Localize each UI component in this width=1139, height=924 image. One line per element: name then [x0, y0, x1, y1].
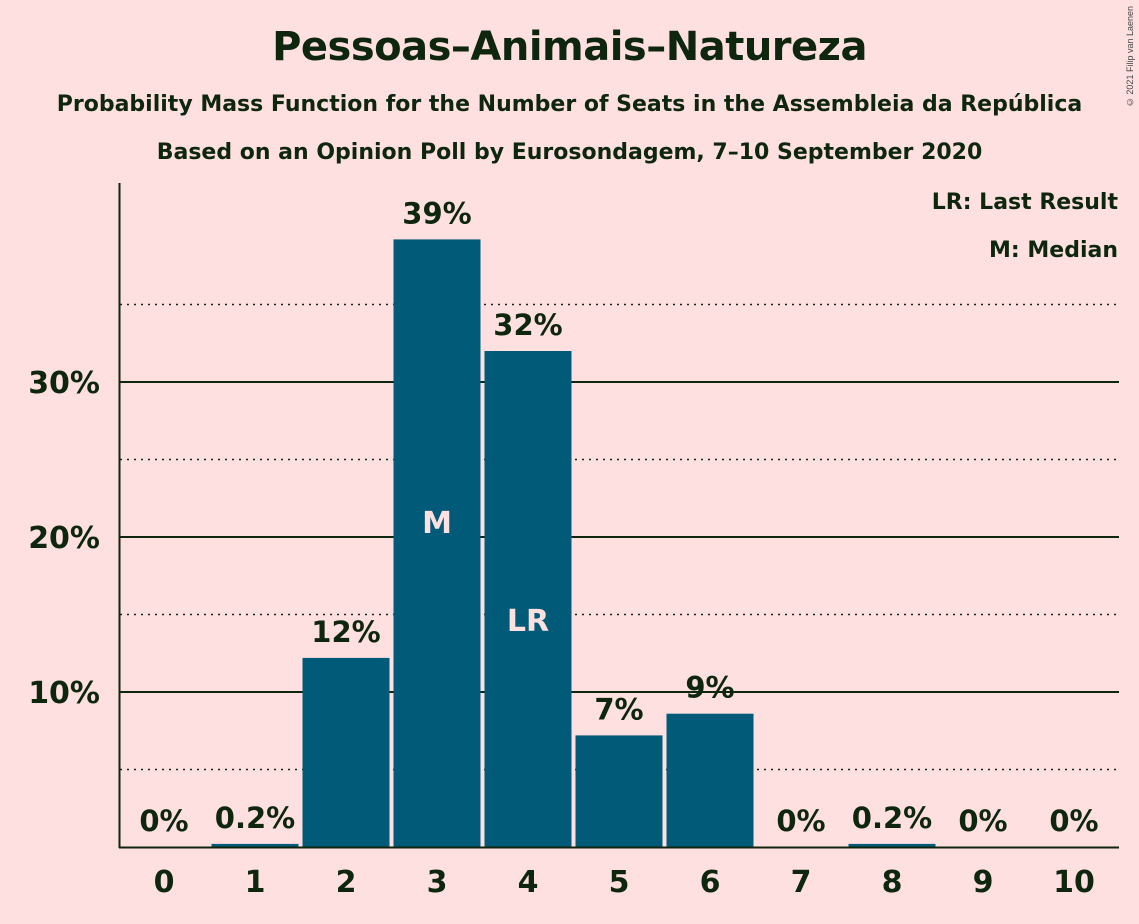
last-result-marker: LR — [507, 604, 549, 639]
data-label: 39% — [402, 196, 471, 230]
data-label: 0.2% — [215, 801, 295, 835]
chart-source-line: Based on an Opinion Poll by Eurosondagem… — [156, 140, 983, 165]
bar — [848, 843, 936, 847]
gridlines — [120, 303, 1119, 771]
data-label: 0% — [776, 804, 825, 838]
y-tick-label: 10% — [28, 676, 100, 711]
x-tick-label: 3 — [427, 865, 448, 900]
data-label: 0% — [139, 804, 188, 838]
median-marker: M — [422, 506, 452, 541]
legend-median: M: Median — [989, 238, 1118, 263]
bar — [393, 239, 481, 847]
data-label: 0.2% — [852, 801, 932, 835]
y-tick-label: 30% — [28, 366, 100, 401]
bar — [666, 713, 754, 847]
x-tick-label: 6 — [700, 865, 721, 900]
bar — [211, 843, 299, 847]
bars — [211, 239, 936, 847]
data-labels: 0% 0.2% 12% 39% M 32% LR 7% 9% 0% 0.2% 0% 0% — [139, 196, 1098, 838]
x-tick-label: 10 — [1053, 865, 1095, 900]
data-label: 9% — [685, 671, 734, 705]
bar — [484, 351, 572, 847]
x-tick-label: 7 — [791, 865, 812, 900]
x-tick-label: 5 — [609, 865, 630, 900]
data-label: 7% — [594, 692, 643, 726]
y-tick-label: 20% — [28, 521, 100, 556]
axis-ticks: 10% 20% 30% 0 1 2 3 4 5 6 7 8 9 10 — [28, 366, 1095, 900]
chart-subtitle: Probability Mass Function for the Number… — [56, 92, 1083, 117]
data-label: 12% — [311, 615, 380, 649]
data-label: 0% — [958, 804, 1007, 838]
bar — [302, 657, 390, 847]
x-tick-label: 1 — [245, 865, 266, 900]
data-label: 32% — [493, 308, 562, 342]
x-tick-label: 2 — [336, 865, 357, 900]
x-tick-label: 8 — [882, 865, 903, 900]
legend-last-result: LR: Last Result — [932, 190, 1119, 215]
x-tick-label: 0 — [154, 865, 175, 900]
chart-title: Pessoas–Animais–Natureza — [272, 24, 867, 70]
x-tick-label: 9 — [973, 865, 994, 900]
x-tick-label: 4 — [518, 865, 539, 900]
data-label: 0% — [1049, 804, 1098, 838]
bar — [575, 735, 663, 847]
